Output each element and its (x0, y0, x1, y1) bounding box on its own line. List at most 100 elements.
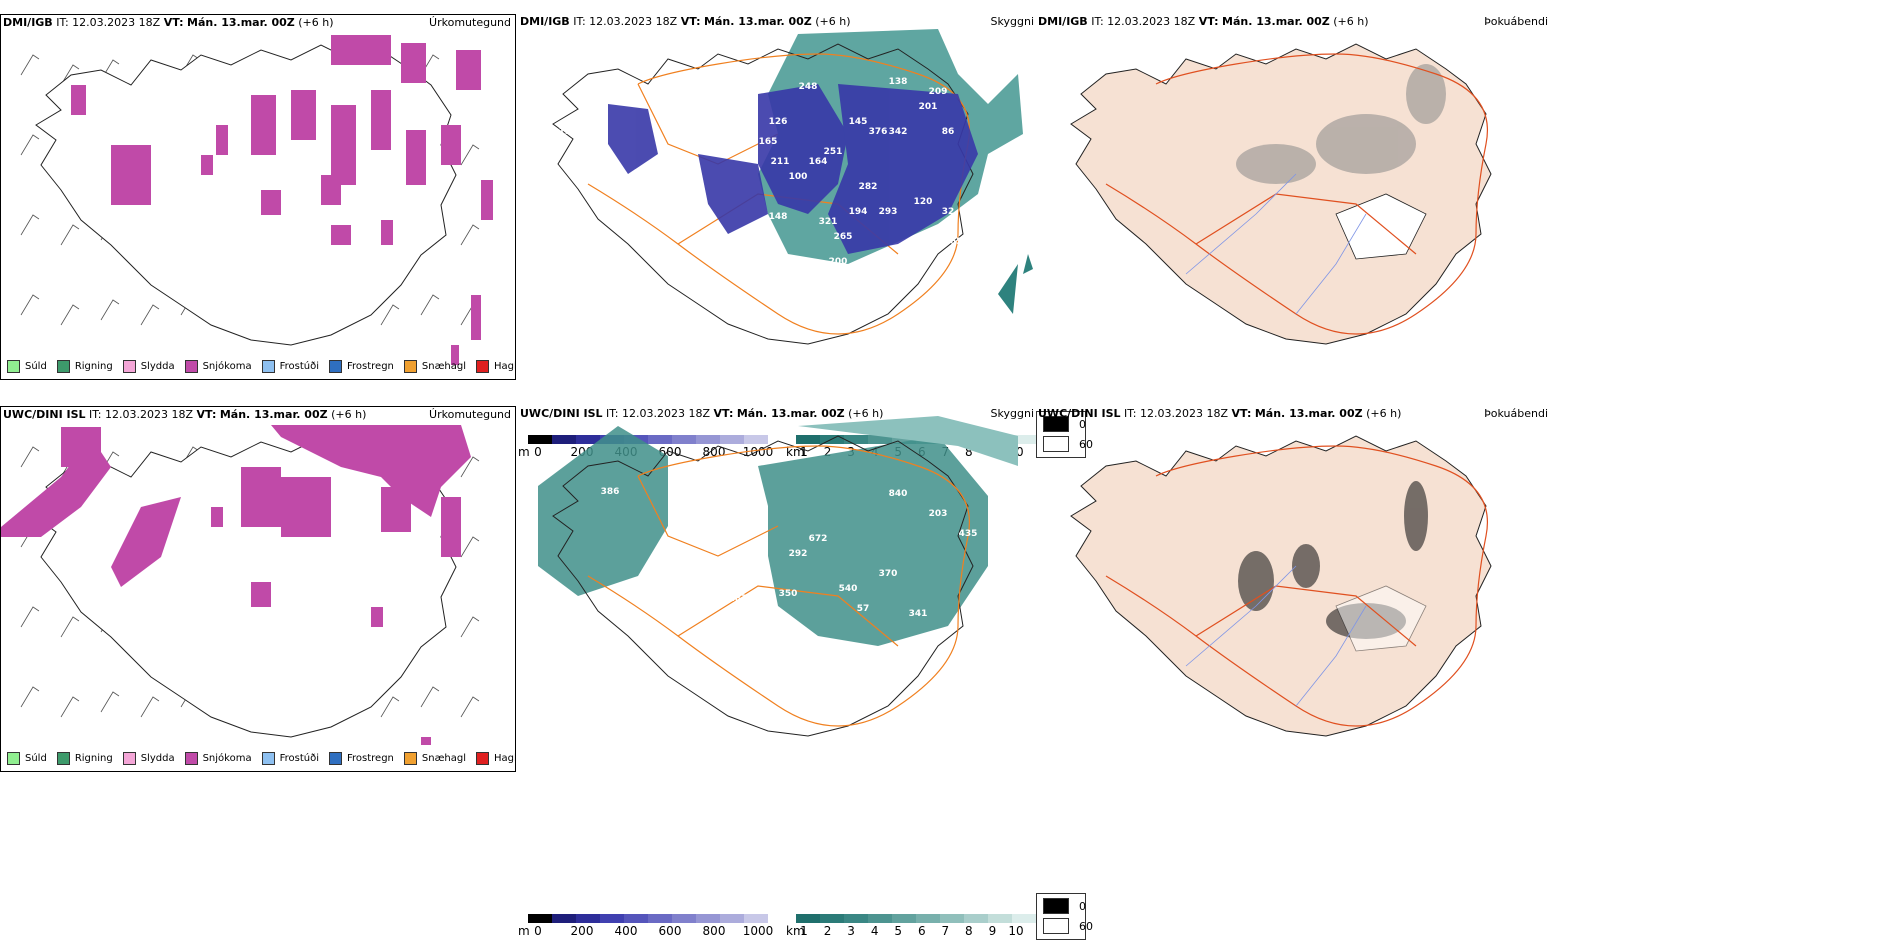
ceiling-value-label: 158 (564, 202, 583, 212)
glacier (1335, 193, 1427, 260)
ceiling-value-label: 248 (799, 82, 818, 92)
visibility-value-label: 292 (789, 549, 808, 559)
precip-title: Úrkomutegund (429, 16, 511, 29)
model-name: UWC/DINI ISL (1038, 407, 1121, 420)
ceiling-value-label: 137 (679, 157, 698, 167)
iceland-outline (552, 43, 974, 345)
visibility-field (798, 416, 1018, 466)
visibility-value-label: 287 (729, 594, 748, 604)
fog-title: Þokuábendi (1484, 407, 1548, 420)
ceiling-value-label: 32 (942, 207, 955, 217)
colorbar-segment (528, 914, 553, 923)
legend-label: Frostúði (279, 753, 319, 764)
ceiling-title: Skyggni (990, 15, 1034, 28)
vt-label: VT: (196, 408, 217, 421)
precip-map-bottom (1, 425, 480, 745)
visibility-value-label: 840 (889, 489, 908, 499)
legend-item: Súld (7, 752, 47, 765)
ceiling-value-label: 376 (869, 127, 888, 137)
lead-time: (+6 h) (331, 408, 367, 421)
it-value: 12.03.2023 18Z (72, 16, 161, 29)
fog-legend-top: 0 60 (1036, 411, 1093, 458)
model-name: UWC/DINI ISL (520, 407, 603, 420)
colorbar-tick: 200 (570, 924, 594, 938)
legend-item: Frostúði (261, 752, 319, 765)
legend-item: Haglél (476, 752, 515, 765)
colorbar-segment (820, 914, 845, 923)
vt-value: Mán. 13.mar. 00Z (219, 408, 328, 421)
panel-header: UWC/DINI ISL IT: 12.03.2023 18Z VT: Mán.… (520, 407, 883, 420)
fog-panel-bottom: UWC/DINI ISL IT: 12.03.2023 18Z VT: Mán.… (1036, 406, 1552, 772)
colorbar-segment (916, 914, 941, 923)
legend-swatch (261, 360, 275, 373)
it-label: IT: (1124, 407, 1137, 420)
colorbar-segment (964, 914, 989, 923)
colorbar-tick: 600 (658, 924, 682, 938)
ceiling-colorbar-bottom: m 0 200 400 600 800 1000 (518, 914, 773, 944)
ceiling-value-label: 211 (771, 157, 790, 167)
legend-label: Slydda (140, 753, 175, 764)
colorbar-segment (744, 435, 769, 444)
visibility-value-label: 435 (959, 529, 978, 539)
ceiling-value-label: 138 (889, 77, 908, 87)
visibility-value-label: 350 (779, 589, 798, 599)
visibility-field (758, 436, 988, 646)
visibility-value-label: 341 (909, 609, 928, 619)
legend-swatch (403, 360, 417, 373)
panel-header: DMI/IGB IT: 12.03.2023 18Z VT: Mán. 13.m… (3, 16, 334, 29)
visibility-streak (998, 254, 1033, 314)
fog-legend-label: 60 (1079, 919, 1093, 933)
ceiling-value-label: 209 (929, 87, 948, 97)
rivers (1185, 565, 1367, 707)
ceiling-value-label: 86 (942, 127, 955, 137)
legend-label: Frostúði (279, 361, 319, 372)
legend-swatch (476, 360, 490, 373)
precip-panel-bottom: UWC/DINI ISL IT: 12.03.2023 18Z VT: Mán.… (0, 406, 516, 772)
fog-legend-row: 0 (1043, 898, 1086, 914)
ceiling-value-label: 245 (919, 237, 938, 247)
legend-swatch (476, 752, 490, 765)
legend-label: Frostregn (347, 361, 394, 372)
colorbar-segment (624, 914, 649, 923)
ceiling-value-label: 282 (859, 182, 878, 192)
fog-map-top (1070, 43, 1492, 345)
lead-time: (+6 h) (298, 16, 334, 29)
colorbar-segment (648, 914, 673, 923)
colorbar-segment (552, 914, 577, 923)
iceland-land (1070, 435, 1492, 737)
ceiling-value-label: 120 (914, 197, 933, 207)
ceiling-value-label: 402 (764, 282, 783, 292)
fog-legend-swatch (1043, 918, 1069, 934)
fog-legend-bottom: 0 60 (1036, 893, 1093, 940)
fog-legend-label: 0 (1079, 899, 1086, 913)
colorbar-tick: 9 (988, 924, 997, 938)
colorbar-tick: 800 (702, 924, 726, 938)
roads (587, 445, 970, 727)
fog-shading (1236, 64, 1446, 184)
vt-value: Mán. 13.mar. 00Z (187, 16, 295, 29)
legend-swatch (122, 752, 136, 765)
legend-swatch (261, 752, 275, 765)
visibility-value-label: 203 (929, 509, 948, 519)
ceiling-value-label: 171 (854, 262, 873, 272)
ceiling-value-label: 165 (944, 237, 963, 247)
model-name: DMI/IGB (1038, 15, 1088, 28)
rivers (1185, 173, 1367, 315)
fog-panel-top: DMI/IGB IT: 12.03.2023 18Z VT: Mán. 13.m… (1036, 14, 1552, 380)
colorbar-tick: 5 (894, 924, 903, 938)
ceiling-areas (608, 84, 978, 254)
legend-label: Frostregn (347, 753, 394, 764)
ceiling-panel-bottom: 386 840 203 435 672 292 370 540 350 287 341 57 137 U… (518, 406, 1034, 772)
legend-label: Haglél (494, 361, 515, 372)
roads (1105, 53, 1488, 335)
ceiling-value-label: 97 (582, 147, 595, 157)
snow-areas (1, 425, 471, 745)
precip-legend-top: Súld Rigning Slydda Snjókoma Frostúði Frostre… (7, 360, 515, 373)
it-label: IT: (1091, 15, 1104, 28)
colorbar-segment (892, 914, 917, 923)
legend-label: Rigning (74, 753, 113, 764)
colorbar-tick: 10 (1008, 924, 1024, 938)
precip-map-top (20, 35, 493, 365)
